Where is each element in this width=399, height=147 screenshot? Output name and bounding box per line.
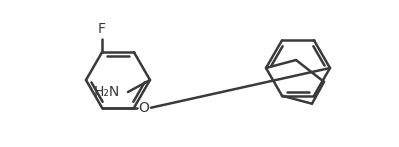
Text: O: O bbox=[138, 101, 150, 115]
Text: H₂N: H₂N bbox=[94, 85, 120, 99]
Text: F: F bbox=[98, 22, 106, 36]
